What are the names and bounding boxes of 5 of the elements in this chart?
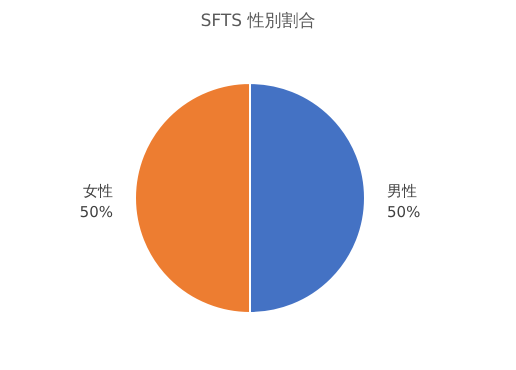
data-label: 50% [80,203,113,221]
chart-title: SFTS 性別割合 [200,11,316,31]
slice-label: 男性 [387,182,417,200]
slice-label: 女性 [83,182,113,200]
data-label: 50% [387,203,420,221]
